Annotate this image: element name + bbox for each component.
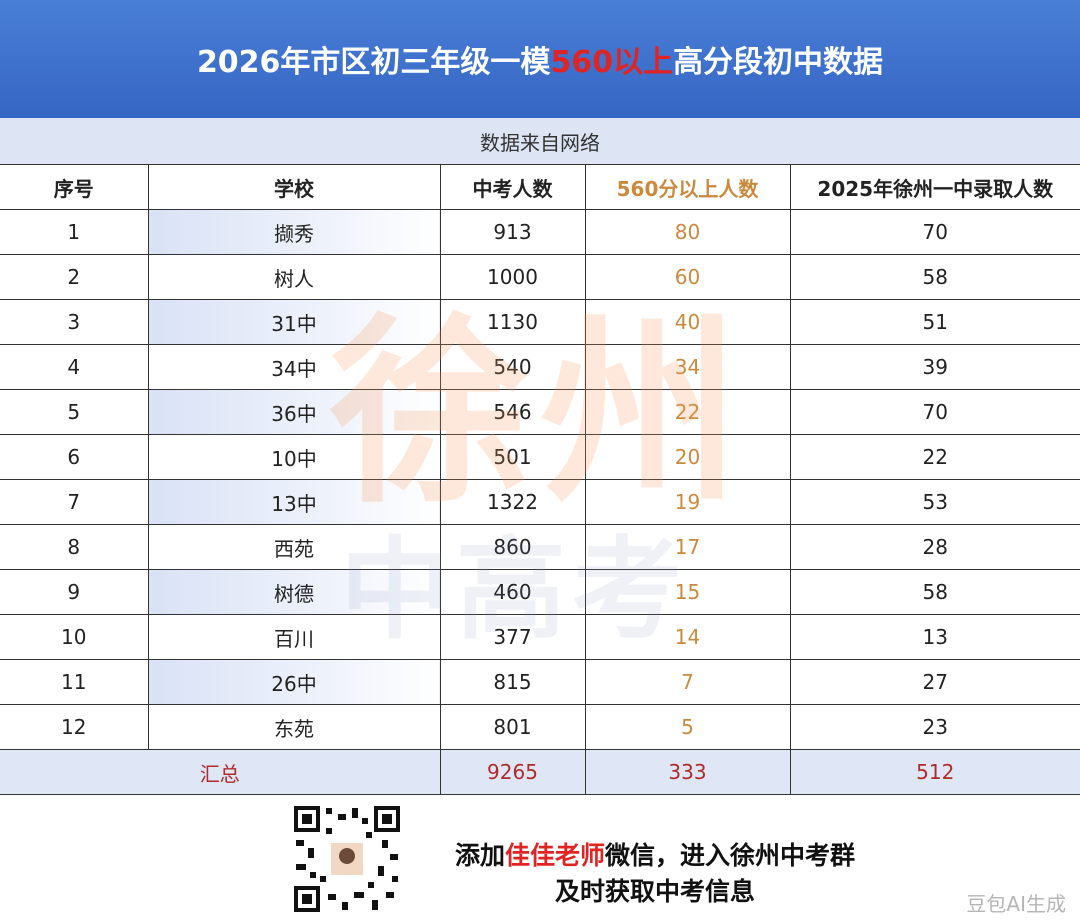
table-cell: 815 <box>439 659 586 705</box>
table-cell: 11 <box>0 659 149 705</box>
total-cell: 333 <box>584 749 791 795</box>
table-cell: 31中 <box>147 299 441 345</box>
table-row: 8 西苑 860 17 28 <box>0 524 1080 570</box>
table-cell: 27 <box>789 659 1080 705</box>
table-cell: 20 <box>584 434 791 480</box>
table-cell: 80 <box>584 209 791 255</box>
table-cell: 28 <box>789 524 1080 570</box>
table-row: 12 东苑 801 5 23 <box>0 704 1080 750</box>
header-row: 序号 学校 中考人数 560分以上人数 2025年徐州一中录取人数 <box>0 164 1080 210</box>
table-cell: 1130 <box>439 299 586 345</box>
footer-line: 添加佳佳老师微信，进入徐州中考群 <box>440 836 870 872</box>
table-cell: 70 <box>789 389 1080 435</box>
table-cell: 22 <box>789 434 1080 480</box>
table-cell: 4 <box>0 344 149 390</box>
footer-text: 添加 <box>454 841 505 870</box>
table-cell: 树德 <box>147 569 441 615</box>
subtitle: 数据来自网络 <box>0 118 1080 165</box>
table-cell: 26中 <box>147 659 441 705</box>
table-cell: 39 <box>789 344 1080 390</box>
table-cell: 树人 <box>147 254 441 300</box>
title-bar: 2026年市区初三年级一模 560以上 高分段初中数据 <box>0 0 1080 118</box>
table-cell: 22 <box>584 389 791 435</box>
table-cell: 10中 <box>147 434 441 480</box>
table-cell: 1 <box>0 209 149 255</box>
title-highlight: 560以上 <box>550 45 674 80</box>
column-header: 序号 <box>0 164 149 210</box>
table-row: 9 树德 460 15 58 <box>0 569 1080 615</box>
table-cell: 西苑 <box>147 524 441 570</box>
footer-text: 微信，进入徐州中考群 <box>605 841 856 870</box>
table-cell: 2 <box>0 254 149 300</box>
table-row: 10 百川 377 14 13 <box>0 614 1080 660</box>
table-cell: 58 <box>789 569 1080 615</box>
table-cell: 15 <box>584 569 791 615</box>
table-cell: 1000 <box>439 254 586 300</box>
watermark: 豆包AI生成 <box>966 892 1066 916</box>
table-cell: 5 <box>584 704 791 750</box>
table-cell: 8 <box>0 524 149 570</box>
table-cell: 540 <box>439 344 586 390</box>
table-row: 3 31中 1130 40 51 <box>0 299 1080 345</box>
table-cell: 34中 <box>147 344 441 390</box>
total-cell: 512 <box>789 749 1080 795</box>
column-header: 560分以上人数 <box>584 164 791 210</box>
table-cell: 70 <box>789 209 1080 255</box>
total-row: 汇总 9265 333 512 <box>0 749 1080 795</box>
table-cell: 9 <box>0 569 149 615</box>
table-cell: 百川 <box>147 614 441 660</box>
column-header: 学校 <box>147 164 441 210</box>
table-cell: 34 <box>584 344 791 390</box>
table-cell: 7 <box>584 659 791 705</box>
table-cell: 546 <box>439 389 586 435</box>
table-cell: 36中 <box>147 389 441 435</box>
table-cell: 460 <box>439 569 586 615</box>
table-row: 4 34中 540 34 39 <box>0 344 1080 390</box>
table-cell: 撷秀 <box>147 209 441 255</box>
title-text: 2026年市区初三年级一模 <box>196 45 551 80</box>
table-row: 6 10中 501 20 22 <box>0 434 1080 480</box>
table-cell: 6 <box>0 434 149 480</box>
table-cell: 501 <box>439 434 586 480</box>
table-cell: 801 <box>439 704 586 750</box>
total-cell: 汇总 <box>0 749 441 795</box>
table-cell: 60 <box>584 254 791 300</box>
table-cell: 东苑 <box>147 704 441 750</box>
footer: 添加佳佳老师微信，进入徐州中考群 及时获取中考信息 豆包AI生成 <box>0 798 1080 923</box>
table-cell: 53 <box>789 479 1080 525</box>
table-cell: 51 <box>789 299 1080 345</box>
table-row: 5 36中 546 22 70 <box>0 389 1080 435</box>
table-cell: 7 <box>0 479 149 525</box>
table-cell: 3 <box>0 299 149 345</box>
table-row: 11 26中 815 7 27 <box>0 659 1080 705</box>
table-cell: 12 <box>0 704 149 750</box>
footer-highlight: 佳佳老师 <box>504 841 605 870</box>
table-cell: 5 <box>0 389 149 435</box>
table-cell: 13 <box>789 614 1080 660</box>
table-cell: 10 <box>0 614 149 660</box>
table-cell: 13中 <box>147 479 441 525</box>
table-cell: 1322 <box>439 479 586 525</box>
title-text: 高分段初中数据 <box>673 45 884 80</box>
table-cell: 17 <box>584 524 791 570</box>
column-header: 中考人数 <box>439 164 586 210</box>
table-cell: 19 <box>584 479 791 525</box>
table-cell: 913 <box>439 209 586 255</box>
table-cell: 58 <box>789 254 1080 300</box>
footer-line: 及时获取中考信息 <box>554 877 755 906</box>
total-cell: 9265 <box>439 749 586 795</box>
table-cell: 40 <box>584 299 791 345</box>
table-cell: 14 <box>584 614 791 660</box>
table-row: 1 撷秀 913 80 70 <box>0 209 1080 255</box>
column-header: 2025年徐州一中录取人数 <box>789 164 1080 210</box>
table-cell: 860 <box>439 524 586 570</box>
table-row: 7 13中 1322 19 53 <box>0 479 1080 525</box>
table-cell: 23 <box>789 704 1080 750</box>
data-table: 序号 学校 中考人数 560分以上人数 2025年徐州一中录取人数 1 撷秀 913 80 70… <box>0 164 1080 795</box>
table-row: 2 树人 1000 60 58 <box>0 254 1080 300</box>
table-cell: 377 <box>439 614 586 660</box>
qr-code <box>292 804 402 914</box>
